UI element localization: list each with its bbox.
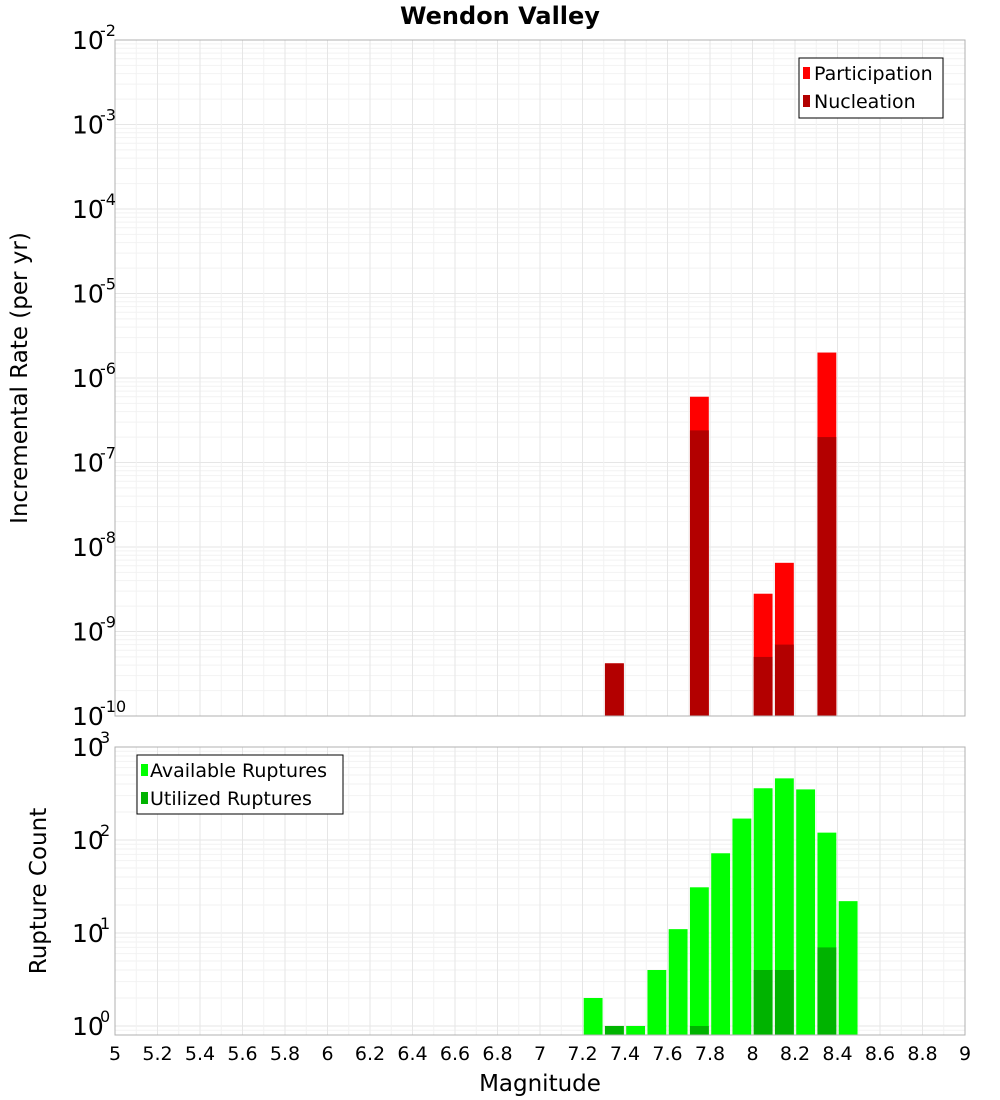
x-tick-label: 7	[534, 1043, 546, 1065]
y-tick-exponent: -7	[100, 444, 116, 463]
count-bar-s1	[689, 887, 709, 1035]
rate-grid	[114, 39, 966, 717]
x-tick-label: 6.8	[482, 1043, 512, 1065]
count-bar-s2	[817, 947, 837, 1035]
available-legend-swatch	[141, 764, 148, 776]
rate-y-axis-label: Incremental Rate (per yr)	[7, 232, 33, 524]
x-tick-label: 7.4	[610, 1043, 640, 1065]
x-axis-label: Magnitude	[479, 1071, 601, 1097]
y-tick-exponent: -5	[100, 275, 116, 294]
x-tick-label: 9	[959, 1043, 971, 1065]
y-tick-label: 10	[72, 702, 104, 731]
x-tick-label: 5.2	[142, 1043, 172, 1065]
y-tick-exponent: 0	[100, 1007, 110, 1026]
count-bar-s1	[626, 1025, 646, 1035]
count-y-axis-label: Rupture Count	[26, 808, 52, 974]
x-tick-label: 5	[109, 1043, 121, 1065]
x-tick-label: 6.4	[397, 1043, 427, 1065]
x-tick-label: 8.8	[907, 1043, 937, 1065]
rate-bar-s2	[817, 437, 837, 716]
count-bar-s1	[796, 789, 816, 1035]
nucleation-legend-label: Nucleation	[814, 91, 916, 113]
count-legend-box	[136, 754, 344, 815]
utilized-legend-swatch	[141, 792, 148, 804]
nucleation-legend-swatch	[803, 95, 810, 107]
y-tick-exponent: 1	[100, 914, 110, 933]
y-tick-label: 10	[72, 26, 104, 55]
x-tick-label: 8	[746, 1043, 758, 1065]
y-tick-exponent: 2	[100, 821, 110, 840]
y-tick-label: 10	[72, 618, 104, 647]
chart-title: Wendon Valley	[400, 2, 600, 30]
x-tick-label: 7.8	[695, 1043, 725, 1065]
utilized-legend-label: Utilized Ruptures	[150, 788, 312, 810]
y-tick-label: 10	[72, 195, 104, 224]
rate-bar-s2	[774, 644, 794, 716]
y-tick-exponent: 3	[100, 728, 110, 747]
x-tick-label: 8.2	[780, 1043, 810, 1065]
x-tick-label: 5.4	[185, 1043, 215, 1065]
y-tick-label: 10	[72, 533, 104, 562]
count-bar-s2	[774, 969, 794, 1035]
rate-plot-frame	[114, 39, 966, 717]
y-tick-exponent: -6	[100, 359, 116, 378]
y-tick-label: 10	[72, 364, 104, 393]
count-bar-s1	[668, 929, 688, 1035]
rate-legend: Participation Nucleation	[798, 57, 944, 119]
rate-bar-s2	[689, 430, 709, 716]
rate-bar-s2	[753, 656, 773, 716]
x-tick-label: 6	[321, 1043, 333, 1065]
x-tick-label: 5.8	[270, 1043, 300, 1065]
count-bar-s2	[689, 1025, 709, 1035]
participation-legend-label: Participation	[814, 63, 933, 85]
y-tick-label: 10	[72, 280, 104, 309]
count-bar-s1	[583, 997, 603, 1035]
y-tick-label: 10	[72, 919, 104, 948]
count-bar-s1	[711, 853, 731, 1035]
rate-legend-box	[798, 57, 944, 119]
y-tick-exponent: -3	[100, 106, 116, 125]
y-tick-exponent: -10	[100, 697, 126, 716]
y-tick-label: 10	[72, 1012, 104, 1041]
y-tick-label: 10	[72, 733, 104, 762]
y-tick-exponent: -4	[100, 190, 116, 209]
x-axis-ticks: 5 5.2 5.4 5.6 5.8 6 6.2 6.4 6.6 6.8 7 7.2 7.4 7.6 7.8 8…	[109, 1043, 971, 1065]
count-bar-s1	[647, 969, 667, 1035]
y-tick-exponent: -8	[100, 528, 116, 547]
y-tick-label: 10	[72, 826, 104, 855]
count-bar-s2	[753, 969, 773, 1035]
x-tick-label: 7.2	[567, 1043, 597, 1065]
count-bar-s1	[732, 818, 752, 1035]
available-legend-label: Available Ruptures	[150, 760, 327, 782]
count-bars	[583, 778, 858, 1035]
x-tick-label: 5.6	[227, 1043, 257, 1065]
count-bar-s2	[604, 1025, 624, 1035]
y-tick-exponent: -2	[100, 21, 116, 40]
rate-bar-s2	[604, 663, 624, 716]
participation-legend-swatch	[803, 67, 810, 79]
count-plot-frame	[114, 746, 966, 1036]
y-tick-exponent: -9	[100, 613, 116, 632]
x-tick-label: 8.6	[865, 1043, 895, 1065]
rate-bars	[604, 352, 837, 716]
y-tick-label: 10	[72, 449, 104, 478]
x-tick-label: 6.2	[355, 1043, 385, 1065]
x-tick-label: 7.6	[652, 1043, 682, 1065]
y-tick-label: 10	[72, 111, 104, 140]
count-legend: Available Ruptures Utilized Ruptures	[136, 754, 344, 815]
x-tick-label: 8.4	[822, 1043, 852, 1065]
count-bar-s1	[838, 901, 858, 1035]
x-tick-label: 6.6	[440, 1043, 470, 1065]
